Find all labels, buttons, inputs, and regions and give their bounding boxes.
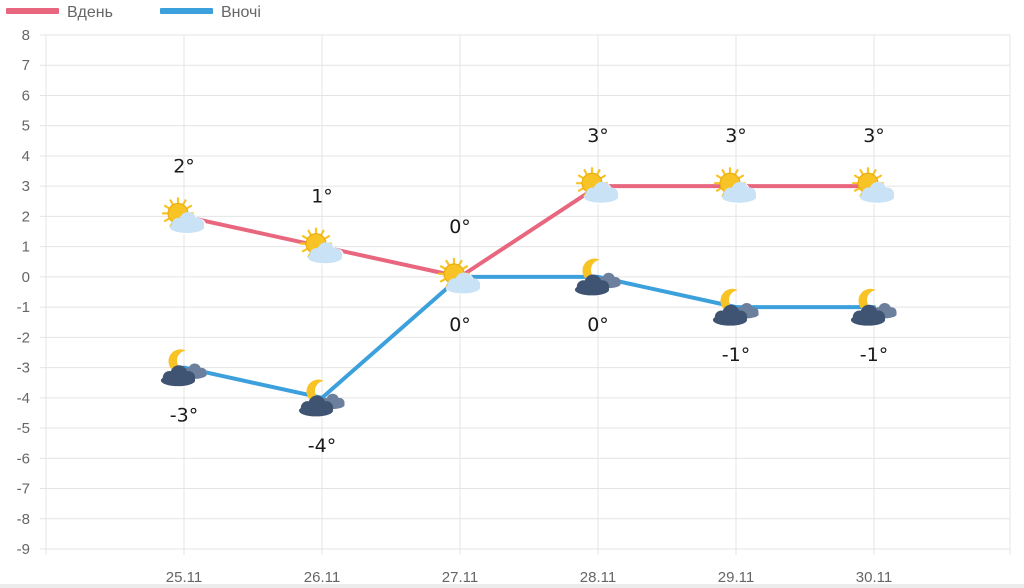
sun-behind-cloud-icon: [299, 227, 344, 265]
x-tick-label: 29.11: [718, 569, 754, 586]
x-tick-label: 26.11: [304, 569, 340, 586]
day-temp-label: 3°: [863, 125, 885, 147]
y-tick-label: 4: [22, 148, 30, 165]
y-tick-label: 6: [22, 87, 30, 104]
y-tick-label: -7: [17, 481, 30, 498]
night-temp-label: -3°: [170, 405, 198, 427]
bottom-divider: [0, 584, 1024, 588]
night-temp-label: 0°: [587, 314, 609, 336]
y-tick-label: -8: [17, 511, 30, 528]
moon-cloud-icon: [712, 288, 759, 326]
series-line: [182, 274, 876, 400]
night-temp-label: -4°: [308, 435, 336, 457]
y-tick-label: 1: [22, 239, 30, 256]
legend-swatch: [6, 8, 59, 14]
sun-behind-cloud-icon: [437, 257, 482, 295]
night-temp-label: -1°: [722, 344, 750, 366]
y-tick-label: -5: [17, 420, 30, 437]
day-temp-label: 2°: [173, 155, 195, 177]
moon-cloud-icon: [850, 288, 897, 326]
moon-cloud-icon: [574, 258, 621, 296]
y-tick-label: 5: [22, 118, 30, 135]
day-temp-label: 1°: [311, 186, 333, 208]
series-line: [182, 184, 876, 279]
y-tick-label: -4: [17, 390, 30, 407]
moon-cloud-icon: [298, 379, 345, 417]
legend-label: Вночі: [221, 4, 261, 21]
y-tick-label: -1: [17, 299, 30, 316]
legend-swatch: [160, 8, 213, 14]
legend-label: Вдень: [67, 4, 113, 21]
y-tick-label: 7: [22, 57, 30, 74]
moon-cloud-icon: [160, 349, 207, 387]
day-temp-label: 3°: [725, 125, 747, 147]
day-temp-label: 0°: [449, 216, 471, 238]
night-temp-label: 0°: [449, 314, 471, 336]
night-temp-label: -1°: [860, 344, 888, 366]
sun-behind-cloud-icon: [161, 197, 206, 235]
day-temp-label: 3°: [587, 125, 609, 147]
y-tick-label: 3: [22, 178, 30, 195]
x-tick-label: 28.11: [580, 569, 616, 586]
y-tick-label: 2: [22, 208, 30, 225]
y-tick-label: 8: [22, 27, 30, 44]
y-tick-label: -3: [17, 360, 30, 377]
sun-behind-cloud-icon: [713, 167, 758, 205]
y-tick-label: -2: [17, 329, 30, 346]
sun-behind-cloud-icon: [851, 167, 896, 205]
y-tick-label: 0: [22, 269, 30, 286]
y-tick-label: -6: [17, 450, 30, 467]
x-tick-label: 30.11: [856, 569, 892, 586]
y-tick-label: -9: [17, 541, 30, 558]
sun-behind-cloud-icon: [575, 167, 620, 205]
x-tick-label: 25.11: [166, 569, 202, 586]
x-tick-label: 27.11: [442, 569, 478, 586]
